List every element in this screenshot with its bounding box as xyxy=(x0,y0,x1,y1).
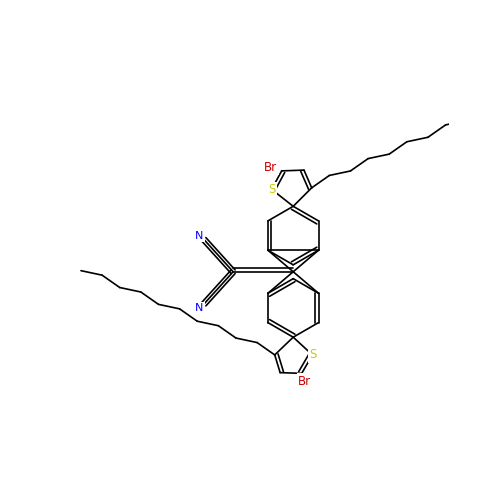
Text: S: S xyxy=(309,348,316,362)
Text: N: N xyxy=(195,303,203,313)
Text: Br: Br xyxy=(264,162,278,174)
Text: N: N xyxy=(195,230,203,240)
Text: S: S xyxy=(268,183,276,196)
Text: Br: Br xyxy=(298,374,312,388)
